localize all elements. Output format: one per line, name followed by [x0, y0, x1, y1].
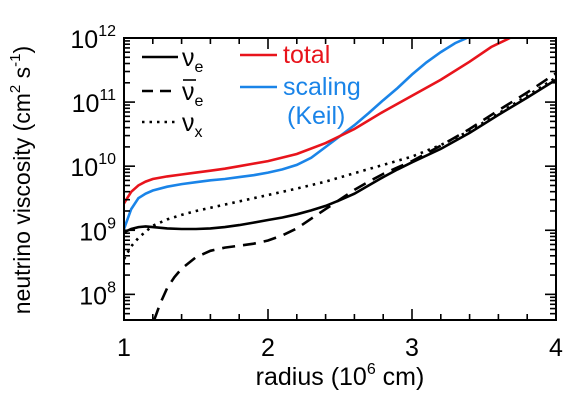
y-tick-label: 108	[79, 279, 116, 310]
y-axis-label: neutrino viscosity (cm2 s-1)	[7, 46, 35, 314]
legend-label-scaling: scaling	[283, 73, 361, 101]
legend-label-nu-e-bar: νe	[182, 78, 204, 110]
y-tick-label: 1010	[70, 151, 116, 182]
series-line-nu-e-bar	[152, 72, 556, 320]
axis-ticks	[123, 37, 557, 321]
x-tick-label: 2	[261, 334, 275, 362]
x-axis-label: radius (106 cm)	[256, 361, 425, 391]
legend-label-nu-e: νe	[182, 44, 204, 76]
series-line-scaling	[124, 38, 468, 230]
legend-label-scaling-keil: (Keil)	[287, 102, 345, 130]
series-line-total	[124, 38, 511, 205]
plot-frame	[123, 37, 557, 321]
y-tick-labels: 108 109 1010 1011 1012	[70, 23, 116, 310]
x-tick-label: 4	[549, 334, 563, 362]
legend-label-total: total	[283, 41, 330, 69]
y-tick-label: 1011	[72, 87, 117, 118]
legend: νe νe νx total scaling (Keil)	[142, 41, 361, 141]
x-tick-label: 3	[405, 334, 419, 362]
y-tick-label: 109	[79, 215, 116, 246]
plot-lines	[124, 38, 556, 320]
y-tick-label: 1012	[70, 23, 116, 54]
x-tick-label: 1	[117, 334, 131, 362]
series-line-nu-e	[124, 78, 556, 234]
x-tick-labels: 1 2 3 4	[117, 334, 563, 362]
legend-label-nu-x: νx	[182, 109, 203, 141]
